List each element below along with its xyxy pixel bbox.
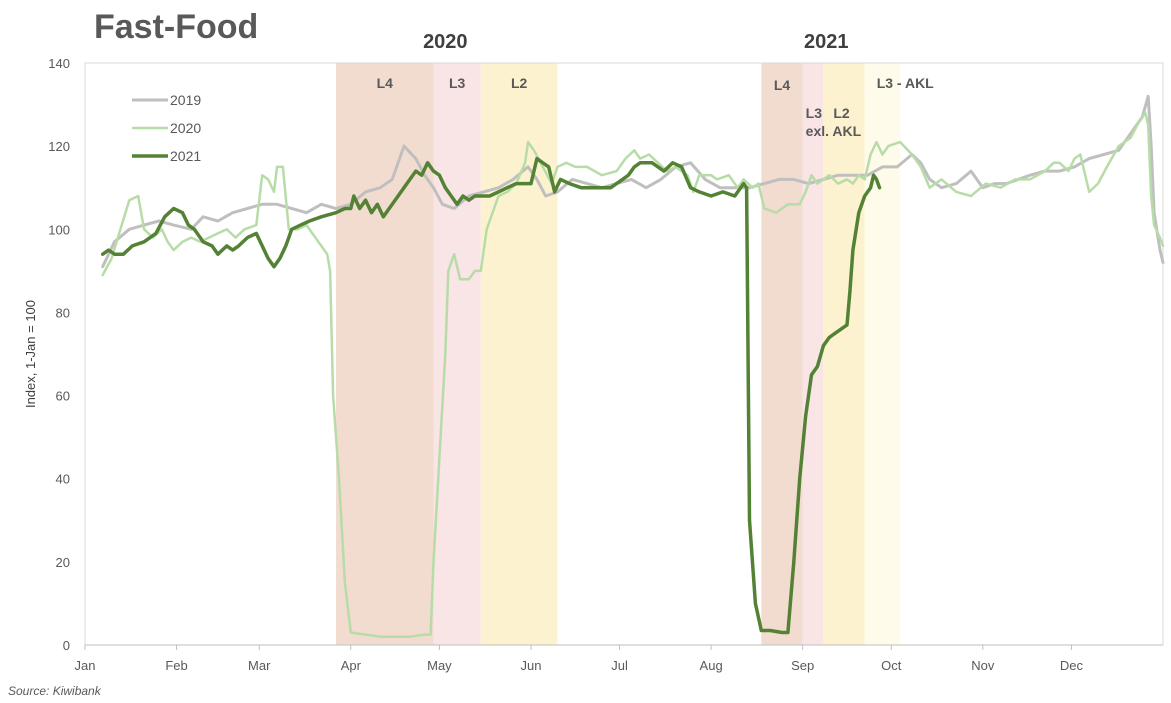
chart-title: Fast-Food (94, 8, 258, 46)
y-tick-label-100: 100 (48, 222, 70, 237)
legend-label-2021: 2021 (170, 148, 201, 164)
band-label-4: L3 exl. AKL (806, 105, 862, 139)
band-1-l3 (433, 63, 481, 645)
band-label-3: L4 (774, 77, 791, 93)
alert-level-bands (336, 63, 901, 645)
band-2-l2 (480, 63, 558, 645)
band-4-l3-exl-akl (802, 63, 824, 645)
y-tick-label-80: 80 (56, 305, 70, 320)
x-tick-label-jan: Jan (75, 658, 96, 673)
x-tick-label-mar: Mar (248, 658, 271, 673)
series-lines (100, 94, 1165, 638)
x-tick-label-dec: Dec (1060, 658, 1084, 673)
legend: 2019 2020 2021 (132, 92, 201, 164)
y-tick-label-140: 140 (48, 56, 70, 71)
band-label-1: L3 (449, 75, 466, 91)
x-tick-label-aug: Aug (700, 658, 723, 673)
axis-ticks: 0 20 40 60 80 100 120 140 Jan Feb Mar Apr May Jun Jul A… (48, 56, 1083, 673)
x-tick-label-jun: Jun (520, 658, 541, 673)
band-label-0: L4 (377, 75, 394, 91)
x-tick-label-may: May (427, 658, 452, 673)
year-label-2021: 2021 (804, 31, 849, 53)
x-tick-label-sep: Sep (791, 658, 814, 673)
band-3-l4 (761, 63, 803, 645)
y-axis-title: Index, 1-Jan = 100 (23, 300, 38, 408)
x-tick-label-jul: Jul (611, 658, 628, 673)
legend-label-2020: 2020 (170, 120, 201, 136)
series-line-2019 (101, 94, 1165, 269)
series-line-2020 (101, 111, 1165, 638)
series-line-2021 (100, 156, 882, 635)
band-label-5: L2 (833, 105, 850, 121)
x-tick-label-apr: Apr (341, 658, 362, 673)
band-0-l4 (336, 63, 434, 645)
y-tick-label-60: 60 (56, 389, 70, 404)
y-tick-label-120: 120 (48, 139, 70, 154)
x-tick-label-feb: Feb (165, 658, 187, 673)
band-label-2: L2 (511, 75, 528, 91)
band-label-6: L3 - AKL (877, 75, 934, 91)
year-labels: 2020 2021 (423, 31, 848, 53)
y-tick-label-40: 40 (56, 472, 70, 487)
plot-border (84, 62, 1164, 646)
x-tick-label-oct: Oct (881, 658, 902, 673)
plot-frame (84, 62, 1164, 646)
x-tick-label-nov: Nov (971, 658, 995, 673)
legend-label-2019: 2019 (170, 92, 201, 108)
band-5-l2 (823, 63, 865, 645)
source-note: Source: Kiwibank (8, 684, 102, 698)
band-6-l3-akl (864, 63, 901, 645)
y-tick-label-20: 20 (56, 555, 70, 570)
year-label-2020: 2020 (423, 31, 468, 53)
y-tick-label-0: 0 (63, 638, 70, 653)
